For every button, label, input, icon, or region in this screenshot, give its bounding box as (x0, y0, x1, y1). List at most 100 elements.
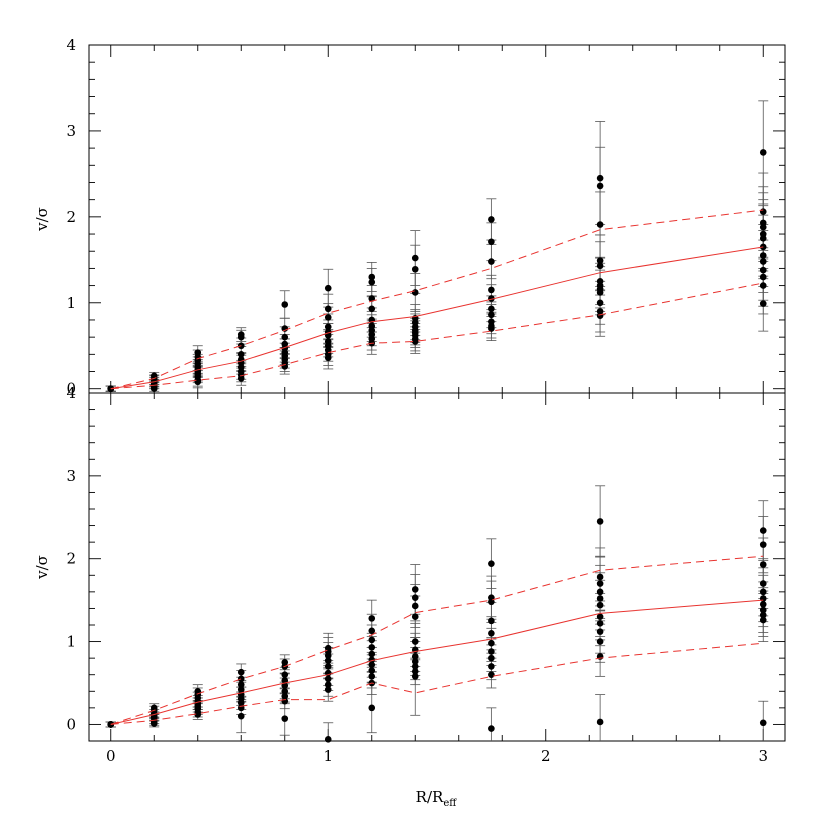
data-point (759, 600, 767, 608)
x-tick-label: 0 (106, 747, 116, 765)
data-point (596, 312, 604, 319)
data-point (596, 588, 604, 596)
lower-quartile-line (110, 282, 764, 390)
data-point (488, 560, 495, 567)
data-point (324, 675, 332, 683)
y-tick-label: 2 (66, 550, 76, 568)
data-point (411, 289, 419, 296)
y-tick-label: 3 (66, 122, 76, 140)
data-point (194, 711, 202, 718)
data-point (596, 221, 604, 228)
data-point (237, 333, 245, 341)
data-point (759, 266, 767, 274)
data-point (759, 149, 767, 156)
data-point (488, 325, 495, 332)
data-point (759, 527, 767, 534)
data-point (281, 363, 289, 370)
data-point (281, 671, 289, 679)
y-tick-label: 4 (66, 36, 76, 54)
data-point (281, 692, 289, 700)
data-point (324, 305, 332, 313)
upper-quartile-line (110, 555, 764, 725)
data-point (194, 378, 202, 386)
data-point (596, 620, 604, 627)
data-point (237, 686, 245, 693)
data-point (411, 668, 419, 675)
data-point (411, 265, 419, 273)
data-point (596, 299, 604, 307)
data-point (488, 663, 495, 670)
data-point (324, 681, 332, 688)
y-axis-label: v/σ (33, 555, 51, 580)
data-point (411, 653, 419, 660)
data-point (324, 657, 332, 664)
data-point (237, 681, 245, 688)
data-point (411, 254, 419, 262)
data-point (237, 675, 245, 683)
data-point (150, 720, 158, 727)
data-point (596, 628, 604, 635)
data-point (237, 375, 245, 382)
data-point (368, 278, 376, 286)
data-point (759, 282, 767, 289)
data-point (596, 613, 604, 621)
data-point (281, 325, 289, 332)
upper-quartile-line (110, 209, 764, 390)
data-point (324, 314, 332, 321)
data-point (488, 725, 495, 732)
data-point (368, 295, 376, 302)
data-point (759, 258, 767, 265)
data-point (411, 613, 419, 621)
data-point (281, 333, 289, 341)
data-point (759, 541, 767, 548)
data-point (324, 663, 332, 670)
data-point (281, 301, 289, 308)
y-tick-label: 4 (66, 384, 76, 402)
data-point (368, 305, 376, 313)
data-point (759, 580, 767, 587)
data-point (488, 305, 495, 313)
y-tick-label: 0 (66, 380, 76, 398)
data-point (150, 385, 158, 393)
data-point (488, 648, 495, 655)
median-line (110, 599, 764, 725)
data-point (368, 667, 376, 674)
data-point (368, 673, 376, 680)
data-point (324, 652, 332, 659)
y-axis-label: v/σ (33, 207, 51, 232)
data-point (411, 586, 419, 593)
data-point (411, 338, 419, 345)
data-point (411, 658, 419, 665)
data-point (411, 602, 419, 610)
data-point (281, 715, 289, 722)
data-point (759, 252, 767, 259)
plot-frame (88, 392, 786, 742)
data-point (281, 677, 289, 684)
data-point (281, 697, 289, 705)
data-point (368, 636, 376, 644)
y-tick-label: 2 (66, 208, 76, 226)
data-point (596, 182, 604, 190)
data-point (411, 673, 419, 680)
data-point (596, 174, 604, 182)
y-tick-label: 1 (66, 294, 76, 312)
data-point (759, 606, 767, 614)
data-point (759, 611, 767, 619)
lower-quartile-line (110, 642, 764, 725)
data-point (596, 580, 604, 587)
data-point (368, 704, 376, 712)
data-point (488, 258, 495, 265)
data-point (237, 668, 245, 676)
data-point (759, 273, 767, 281)
data-point (596, 638, 604, 645)
data-point (237, 712, 245, 720)
data-point (107, 721, 115, 728)
data-point (759, 719, 767, 727)
data-point (759, 235, 767, 242)
y-tick-label: 1 (66, 633, 76, 651)
data-point (759, 588, 767, 596)
data-point (368, 650, 376, 658)
plot-frame (88, 44, 786, 394)
